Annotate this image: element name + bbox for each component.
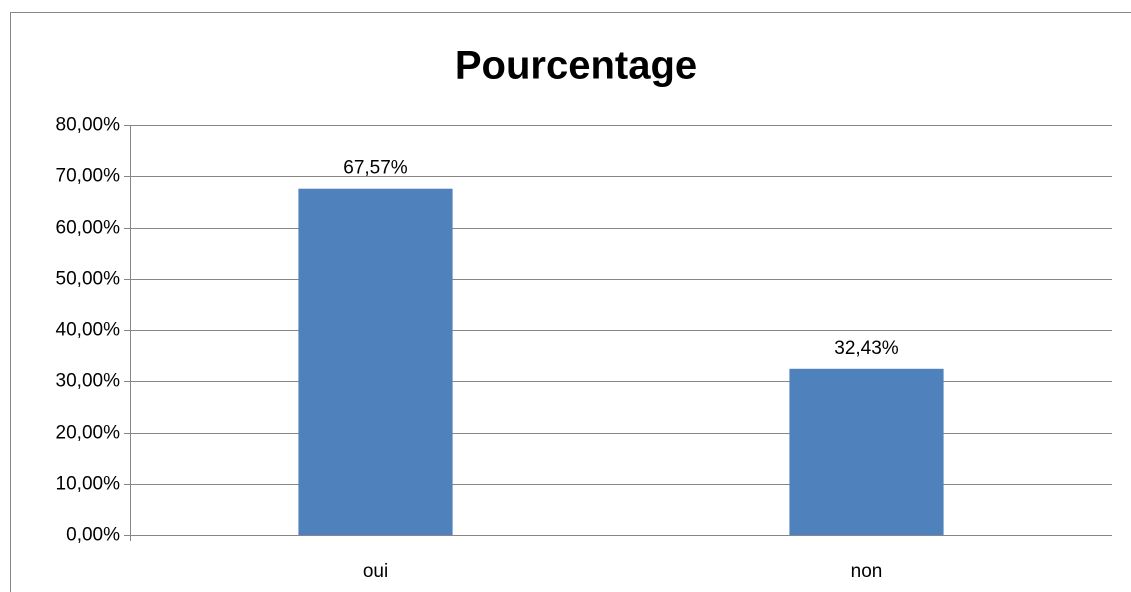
chart-border <box>10 12 1131 592</box>
y-tick-label: 20,00% <box>56 423 121 444</box>
y-tick-label: 30,00% <box>56 371 121 392</box>
y-tick-label: 60,00% <box>56 218 121 239</box>
data-label: 32,43% <box>834 338 899 359</box>
x-tick-label: non <box>851 561 883 582</box>
y-tick-label: 10,00% <box>56 474 121 495</box>
bar <box>789 368 944 535</box>
x-tick-label: oui <box>363 561 388 582</box>
data-label: 67,57% <box>343 158 408 179</box>
y-tick-label: 80,00% <box>56 115 121 136</box>
y-tick-label: 0,00% <box>66 525 120 546</box>
y-tick-label: 40,00% <box>56 320 121 341</box>
bar <box>298 188 453 536</box>
y-tick-label: 70,00% <box>56 166 121 187</box>
y-tick-label: 50,00% <box>56 269 121 290</box>
chart-title: Pourcentage <box>455 44 697 88</box>
